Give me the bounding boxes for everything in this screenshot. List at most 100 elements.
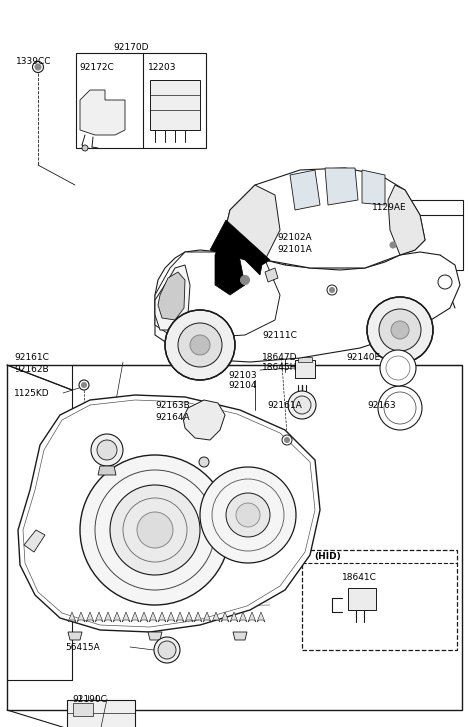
Text: 92163B: 92163B — [155, 401, 190, 411]
Circle shape — [137, 512, 173, 548]
Polygon shape — [155, 250, 460, 362]
Circle shape — [80, 455, 230, 605]
Text: 92162B: 92162B — [14, 364, 49, 374]
Circle shape — [199, 457, 209, 467]
Bar — [295, 360, 315, 378]
Polygon shape — [80, 90, 125, 135]
Polygon shape — [220, 185, 280, 260]
Circle shape — [200, 467, 296, 563]
Polygon shape — [325, 168, 358, 205]
Polygon shape — [230, 612, 238, 622]
Bar — [76, 53, 206, 148]
Polygon shape — [210, 220, 270, 275]
Text: 92190C: 92190C — [72, 696, 107, 704]
Bar — [302, 550, 457, 650]
Polygon shape — [155, 252, 280, 338]
Text: 18647D: 18647D — [262, 353, 297, 361]
Circle shape — [158, 641, 176, 659]
Circle shape — [282, 435, 292, 445]
Polygon shape — [155, 265, 190, 330]
Text: 92164A: 92164A — [155, 412, 189, 422]
Polygon shape — [183, 400, 225, 440]
Circle shape — [379, 309, 421, 351]
Circle shape — [327, 285, 337, 295]
Circle shape — [391, 321, 409, 339]
Text: 1129AE: 1129AE — [372, 203, 407, 212]
Polygon shape — [98, 466, 116, 475]
Polygon shape — [388, 185, 425, 255]
Circle shape — [293, 396, 311, 414]
Polygon shape — [239, 612, 247, 622]
Polygon shape — [77, 612, 85, 622]
Circle shape — [165, 310, 235, 380]
Polygon shape — [158, 272, 185, 320]
Text: 92101A: 92101A — [277, 244, 312, 254]
Bar — [355, 200, 463, 270]
Polygon shape — [362, 170, 385, 205]
Polygon shape — [149, 612, 157, 622]
Polygon shape — [167, 612, 175, 622]
Circle shape — [330, 287, 334, 292]
Polygon shape — [176, 612, 184, 622]
Text: 56415A: 56415A — [65, 643, 100, 651]
Circle shape — [390, 242, 396, 248]
Polygon shape — [215, 230, 245, 295]
Polygon shape — [24, 530, 45, 552]
Circle shape — [82, 145, 88, 151]
Polygon shape — [104, 612, 112, 622]
Polygon shape — [194, 612, 202, 622]
Polygon shape — [68, 632, 82, 640]
Polygon shape — [212, 612, 220, 622]
Polygon shape — [233, 632, 247, 640]
Bar — [7, 365, 462, 710]
Polygon shape — [18, 395, 320, 632]
Circle shape — [367, 297, 433, 363]
Polygon shape — [113, 612, 121, 622]
Text: 92102A: 92102A — [277, 233, 311, 241]
Circle shape — [97, 440, 117, 460]
Circle shape — [285, 438, 289, 443]
Circle shape — [35, 64, 41, 70]
Circle shape — [241, 276, 250, 284]
Circle shape — [154, 637, 180, 663]
Text: 92161A: 92161A — [267, 401, 302, 411]
Circle shape — [288, 391, 316, 419]
Text: 92161C: 92161C — [14, 353, 49, 363]
Polygon shape — [257, 612, 265, 622]
Polygon shape — [221, 612, 229, 622]
Text: 1125KD: 1125KD — [14, 388, 50, 398]
Bar — [73, 703, 93, 716]
Circle shape — [79, 380, 89, 390]
Text: 12203: 12203 — [148, 63, 176, 73]
Circle shape — [91, 434, 123, 466]
Polygon shape — [220, 168, 425, 268]
Circle shape — [378, 386, 422, 430]
Bar — [150, 80, 200, 130]
Text: 92104: 92104 — [228, 382, 257, 390]
Text: 18645H: 18645H — [262, 364, 297, 372]
Polygon shape — [185, 612, 193, 622]
Polygon shape — [265, 268, 278, 282]
Polygon shape — [68, 612, 76, 622]
Text: 92111C: 92111C — [262, 332, 297, 340]
Circle shape — [438, 275, 452, 289]
Polygon shape — [290, 170, 320, 210]
Circle shape — [236, 503, 260, 527]
Text: 1339CC: 1339CC — [16, 57, 52, 66]
Text: 92163: 92163 — [367, 401, 396, 411]
Polygon shape — [248, 612, 256, 622]
Text: 18641C: 18641C — [342, 574, 377, 582]
Bar — [67, 700, 135, 727]
Bar — [348, 588, 376, 610]
Polygon shape — [140, 612, 148, 622]
Circle shape — [380, 350, 416, 386]
Text: 92172C: 92172C — [79, 63, 114, 73]
Bar — [298, 357, 312, 362]
Text: 92170D: 92170D — [113, 44, 149, 52]
Text: 92103: 92103 — [228, 371, 257, 379]
Polygon shape — [131, 612, 139, 622]
Circle shape — [32, 62, 44, 73]
Polygon shape — [203, 612, 211, 622]
Circle shape — [82, 382, 86, 387]
Polygon shape — [122, 612, 130, 622]
